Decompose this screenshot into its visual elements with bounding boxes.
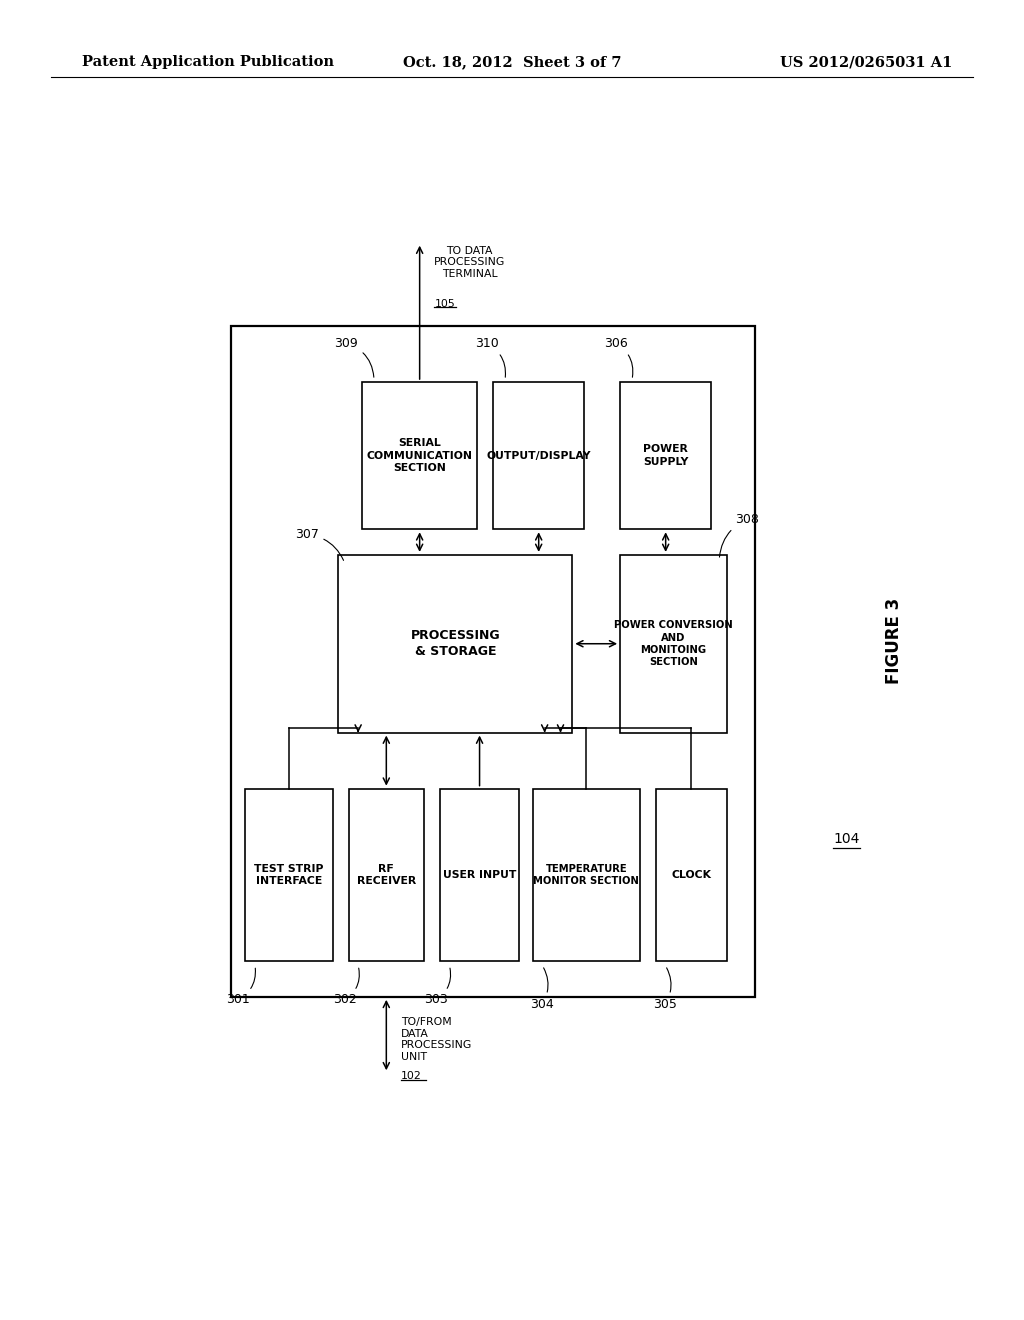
- Text: SERIAL
COMMUNICATION
SECTION: SERIAL COMMUNICATION SECTION: [367, 438, 473, 473]
- Text: 309: 309: [335, 337, 374, 378]
- Bar: [231, 326, 755, 997]
- Text: 304: 304: [530, 968, 554, 1011]
- Bar: [362, 381, 477, 529]
- Text: US 2012/0265031 A1: US 2012/0265031 A1: [780, 55, 952, 69]
- Text: CLOCK: CLOCK: [672, 870, 712, 880]
- Text: 308: 308: [720, 512, 759, 557]
- Bar: [440, 788, 519, 961]
- Bar: [620, 554, 727, 733]
- Text: PROCESSING
& STORAGE: PROCESSING & STORAGE: [411, 630, 500, 659]
- Text: TO/FROM
DATA
PROCESSING
UNIT: TO/FROM DATA PROCESSING UNIT: [400, 1018, 472, 1063]
- Text: 305: 305: [653, 968, 677, 1011]
- Text: FIGURE 3: FIGURE 3: [885, 598, 903, 684]
- Text: 302: 302: [333, 968, 359, 1006]
- Text: Patent Application Publication: Patent Application Publication: [82, 55, 334, 69]
- Text: TEST STRIP
INTERFACE: TEST STRIP INTERFACE: [254, 863, 324, 886]
- Text: 105: 105: [434, 298, 456, 309]
- Text: 102: 102: [400, 1071, 421, 1081]
- Text: 307: 307: [295, 528, 343, 561]
- Bar: [620, 381, 712, 529]
- Text: 306: 306: [604, 337, 633, 378]
- Text: 104: 104: [833, 833, 859, 846]
- Text: TO DATA
PROCESSING
TERMINAL: TO DATA PROCESSING TERMINAL: [434, 246, 505, 279]
- Text: TEMPERATURE
MONITOR SECTION: TEMPERATURE MONITOR SECTION: [534, 863, 639, 886]
- Bar: [246, 788, 333, 961]
- Text: POWER CONVERSION
AND
MONITOING
SECTION: POWER CONVERSION AND MONITOING SECTION: [614, 620, 733, 668]
- Text: 301: 301: [225, 968, 255, 1006]
- Text: 303: 303: [424, 968, 451, 1006]
- Text: RF
RECEIVER: RF RECEIVER: [356, 863, 416, 886]
- Bar: [532, 788, 640, 961]
- Bar: [338, 554, 572, 733]
- Bar: [655, 788, 727, 961]
- Text: USER INPUT: USER INPUT: [442, 870, 516, 880]
- Text: 310: 310: [475, 337, 506, 378]
- Text: POWER
SUPPLY: POWER SUPPLY: [643, 445, 688, 467]
- Text: Oct. 18, 2012  Sheet 3 of 7: Oct. 18, 2012 Sheet 3 of 7: [402, 55, 622, 69]
- Bar: [494, 381, 585, 529]
- Bar: [348, 788, 424, 961]
- Text: OUTPUT/DISPLAY: OUTPUT/DISPLAY: [486, 450, 591, 461]
